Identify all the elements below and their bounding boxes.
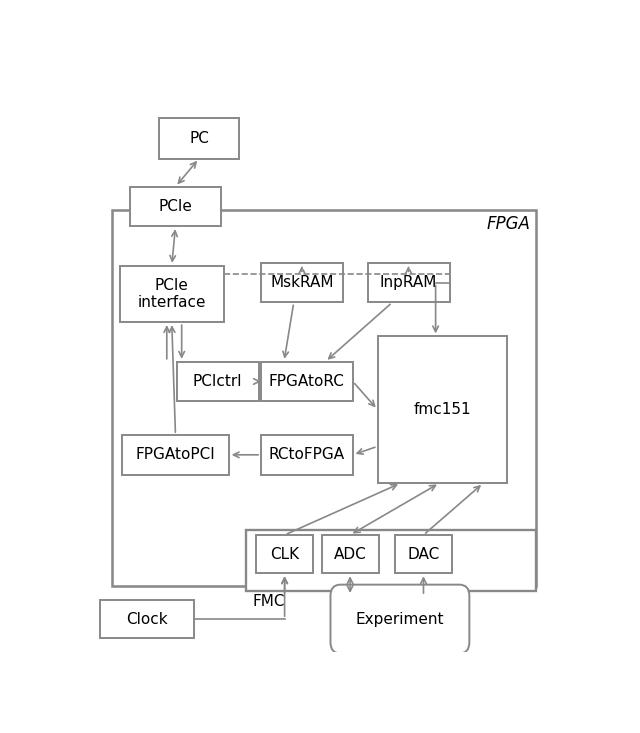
Text: Experiment: Experiment xyxy=(356,611,444,627)
Text: PC: PC xyxy=(189,130,209,146)
Text: FPGA: FPGA xyxy=(486,215,531,233)
Bar xyxy=(261,361,353,401)
Text: ADC: ADC xyxy=(333,547,367,561)
FancyBboxPatch shape xyxy=(330,585,469,654)
Bar xyxy=(321,535,379,573)
Bar xyxy=(159,118,239,158)
Bar xyxy=(261,263,343,303)
Text: fmc151: fmc151 xyxy=(413,402,471,417)
Bar xyxy=(367,263,449,303)
Text: FMC: FMC xyxy=(252,594,285,609)
Text: CLK: CLK xyxy=(270,547,299,561)
Text: FPGAtoRC: FPGAtoRC xyxy=(269,374,345,389)
Text: RCtoFPGA: RCtoFPGA xyxy=(269,447,345,463)
Text: FPGAtoPCI: FPGAtoPCI xyxy=(136,447,215,463)
Text: InpRAM: InpRAM xyxy=(380,275,437,290)
Text: PCIe
interface: PCIe interface xyxy=(138,278,206,310)
Bar xyxy=(112,210,536,586)
Text: PCIe: PCIe xyxy=(159,199,193,214)
Bar xyxy=(120,266,224,323)
Text: MskRAM: MskRAM xyxy=(270,275,333,290)
Bar xyxy=(246,531,536,592)
Bar xyxy=(395,535,452,573)
Bar xyxy=(177,361,259,401)
Bar xyxy=(122,435,229,474)
Bar xyxy=(256,535,313,573)
Bar xyxy=(261,435,353,474)
Bar xyxy=(100,600,194,638)
Text: PCIctrl: PCIctrl xyxy=(193,374,243,389)
Bar xyxy=(129,187,221,226)
Text: Clock: Clock xyxy=(126,611,168,627)
Text: DAC: DAC xyxy=(407,547,440,561)
Bar xyxy=(378,336,507,483)
